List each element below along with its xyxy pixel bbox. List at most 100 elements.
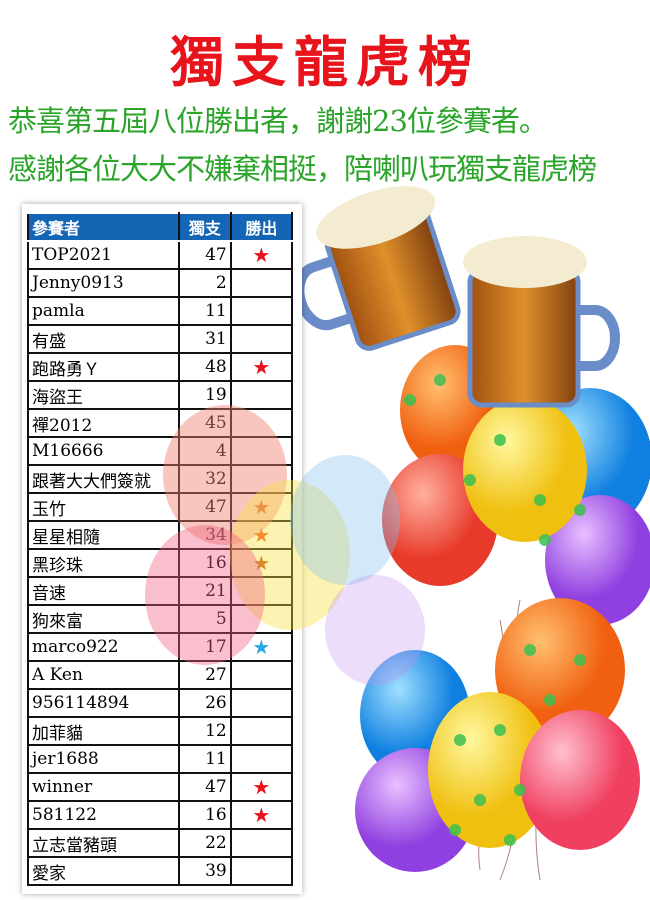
participant-name: 有盛	[26, 324, 181, 354]
count-cell: 47	[178, 492, 232, 522]
participant-name: 立志當豬頭	[26, 828, 181, 858]
winner-cell	[229, 716, 294, 746]
winner-cell: ★	[229, 632, 294, 662]
participant-name: 跟著大大們簽就	[26, 464, 181, 494]
winner-cell	[229, 380, 294, 410]
header-winner: 勝出	[229, 212, 294, 242]
page-title: 獨支龍虎榜	[170, 30, 480, 94]
subtitle-line-2: 感謝各位大大不嫌棄相挺，陪喇叭玩獨支龍虎榜	[8, 152, 597, 186]
table-row: marco922 17 ★	[26, 632, 294, 662]
header-count: 獨支	[178, 212, 232, 242]
table-row: 加菲貓 12	[26, 716, 294, 746]
winner-cell: ★	[229, 240, 294, 270]
table-row: Jenny0913 2	[26, 268, 294, 298]
table-row: winner 47 ★	[26, 772, 294, 802]
participant-name: 海盜王	[26, 380, 181, 410]
count-cell: 11	[178, 744, 232, 774]
table-row: jer1688 11	[26, 744, 294, 774]
participant-name: Jenny0913	[26, 268, 181, 298]
participant-name: 星星相隨	[26, 520, 181, 550]
winner-cell	[229, 604, 294, 634]
table-row: 581122 16 ★	[26, 800, 294, 830]
count-cell: 47	[178, 240, 232, 270]
star-icon: ★	[252, 635, 271, 659]
participant-name: pamla	[26, 296, 181, 326]
count-cell: 27	[178, 660, 232, 690]
star-icon: ★	[252, 523, 271, 547]
winner-cell	[229, 464, 294, 494]
table-row: 音速 21	[26, 576, 294, 606]
participant-name: 音速	[26, 576, 181, 606]
table-row: 玉竹 47 ★	[26, 492, 294, 522]
count-cell: 26	[178, 688, 232, 718]
participant-name: 愛家	[26, 856, 181, 886]
count-cell: 31	[178, 324, 232, 354]
count-cell: 32	[178, 464, 232, 494]
table-row: pamla 11	[26, 296, 294, 326]
star-icon: ★	[252, 775, 271, 799]
winner-cell	[229, 660, 294, 690]
winner-cell	[229, 268, 294, 298]
count-cell: 47	[178, 772, 232, 802]
participant-name: TOP2021	[26, 240, 181, 270]
participant-name: jer1688	[26, 744, 181, 774]
count-cell: 34	[178, 520, 232, 550]
participant-name: 禪2012	[26, 408, 181, 438]
participant-name: 玉竹	[26, 492, 181, 522]
table-row: A Ken 27	[26, 660, 294, 690]
winner-cell	[229, 688, 294, 718]
table-row: 星星相隨 34 ★	[26, 520, 294, 550]
table-row: 立志當豬頭 22	[26, 828, 294, 858]
star-icon: ★	[252, 355, 271, 379]
results-table: 參賽者 獨支 勝出 TOP2021 47 ★ Jenny0913 2 pamla 11 有盛 3…	[26, 212, 294, 886]
count-cell: 21	[178, 576, 232, 606]
count-cell: 17	[178, 632, 232, 662]
participant-name: 跑路勇Ｙ	[26, 352, 181, 382]
count-cell: 5	[178, 604, 232, 634]
winner-cell: ★	[229, 548, 294, 578]
count-cell: 16	[178, 800, 232, 830]
count-cell: 12	[178, 716, 232, 746]
table-row: 956114894 26	[26, 688, 294, 718]
table-row: 海盜王 19	[26, 380, 294, 410]
subtitle-line-1: 恭喜第五屆八位勝出者，謝謝23位參賽者。	[8, 104, 548, 138]
winner-cell	[229, 856, 294, 886]
participant-name: 581122	[26, 800, 181, 830]
count-cell: 39	[178, 856, 232, 886]
count-cell: 11	[178, 296, 232, 326]
winner-cell: ★	[229, 352, 294, 382]
count-cell: 4	[178, 436, 232, 466]
table-header-row: 參賽者 獨支 勝出	[26, 212, 294, 242]
table-row: M16666 4	[26, 436, 294, 466]
participant-name: 956114894	[26, 688, 181, 718]
count-cell: 22	[178, 828, 232, 858]
star-icon: ★	[252, 495, 271, 519]
participant-name: 狗來富	[26, 604, 181, 634]
count-cell: 48	[178, 352, 232, 382]
table-row: 狗來富 5	[26, 604, 294, 634]
table-row: 有盛 31	[26, 324, 294, 354]
count-cell: 16	[178, 548, 232, 578]
winner-cell	[229, 296, 294, 326]
participant-name: 黑珍珠	[26, 548, 181, 578]
participant-name: 加菲貓	[26, 716, 181, 746]
count-cell: 45	[178, 408, 232, 438]
table-row: TOP2021 47 ★	[26, 240, 294, 270]
table-row: 黑珍珠 16 ★	[26, 548, 294, 578]
table-row: 跟著大大們簽就 32	[26, 464, 294, 494]
star-icon: ★	[252, 243, 271, 267]
participant-name: M16666	[26, 436, 181, 466]
table-row: 愛家 39	[26, 856, 294, 886]
table-row: 禪2012 45	[26, 408, 294, 438]
participant-name: winner	[26, 772, 181, 802]
winner-cell	[229, 576, 294, 606]
star-icon: ★	[252, 551, 271, 575]
winner-cell: ★	[229, 492, 294, 522]
winner-cell: ★	[229, 520, 294, 550]
count-cell: 19	[178, 380, 232, 410]
winner-cell	[229, 744, 294, 774]
results-table-panel: 參賽者 獨支 勝出 TOP2021 47 ★ Jenny0913 2 pamla 11 有盛 3…	[22, 204, 302, 894]
winner-cell	[229, 828, 294, 858]
participant-name: A Ken	[26, 660, 181, 690]
